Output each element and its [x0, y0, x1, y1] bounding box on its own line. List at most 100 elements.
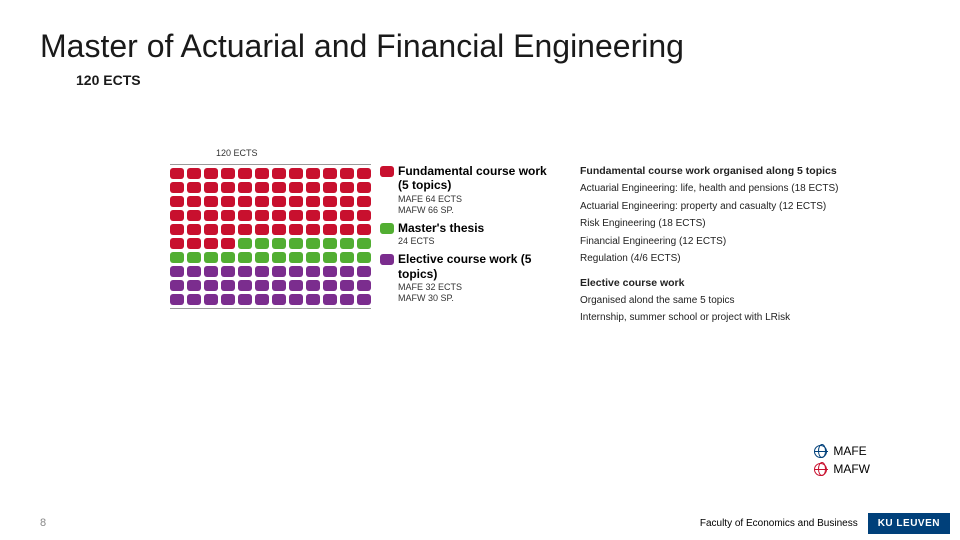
grid-cell: [187, 280, 201, 291]
grid-cell: [323, 238, 337, 249]
program-links: MAFE MAFW: [814, 444, 870, 480]
grid-cell: [357, 280, 371, 291]
grid-cell: [306, 224, 320, 235]
grid-cell: [170, 210, 184, 221]
legend-item: Master's thesis24 ECTS: [380, 221, 560, 246]
grid-row: [170, 168, 371, 179]
grid-cell: [187, 238, 201, 249]
kuleuven-badge: KU LEUVEN: [868, 513, 950, 534]
grid-row: [170, 224, 371, 235]
grid-cell: [289, 210, 303, 221]
grid-row: [170, 210, 371, 221]
grid-cell: [340, 280, 354, 291]
grid-cell: [357, 224, 371, 235]
grid-cell: [170, 252, 184, 263]
details-item: Internship, summer school or project wit…: [580, 311, 850, 325]
globe-icon: [814, 445, 827, 458]
page-title: Master of Actuarial and Financial Engine…: [40, 28, 684, 65]
ects-grid: [170, 164, 371, 309]
grid-cell: [255, 196, 269, 207]
grid-cell: [221, 168, 235, 179]
grid-cell: [204, 294, 218, 305]
grid-cell: [340, 196, 354, 207]
grid-cell: [340, 224, 354, 235]
grid-cell: [340, 266, 354, 277]
link-mafe[interactable]: MAFE: [814, 444, 870, 458]
grid-cell: [187, 196, 201, 207]
grid-cell: [272, 182, 286, 193]
footer: 8 Faculty of Economics and Business KU L…: [0, 506, 960, 540]
grid-row: [170, 238, 371, 249]
grid-cell: [255, 266, 269, 277]
grid-cell: [323, 252, 337, 263]
legend-swatch: [380, 166, 394, 177]
grid-cell: [340, 182, 354, 193]
grid-cell: [255, 224, 269, 235]
details-item: Organised alond the same 5 topics: [580, 294, 850, 308]
grid-cell: [323, 280, 337, 291]
legend-swatch: [380, 223, 394, 234]
chart-label: 120 ECTS: [216, 148, 258, 158]
grid-row: [170, 182, 371, 193]
grid-cell: [170, 294, 184, 305]
grid-cell: [221, 252, 235, 263]
legend-subtext: 24 ECTS: [398, 236, 560, 246]
grid-cell: [306, 294, 320, 305]
legend-subtext: MAFE 64 ECTS: [398, 194, 560, 204]
link-mafw[interactable]: MAFW: [814, 462, 870, 476]
link-label: MAFE: [833, 444, 866, 458]
grid-cell: [170, 280, 184, 291]
grid-cell: [272, 210, 286, 221]
grid-cell: [170, 168, 184, 179]
grid-cell: [306, 196, 320, 207]
grid-cell: [204, 196, 218, 207]
grid-cell: [238, 196, 252, 207]
grid-cell: [221, 238, 235, 249]
grid-cell: [272, 168, 286, 179]
grid-cell: [289, 182, 303, 193]
grid-cell: [255, 182, 269, 193]
grid-cell: [340, 252, 354, 263]
grid-cell: [306, 210, 320, 221]
grid-cell: [340, 168, 354, 179]
grid-cell: [323, 294, 337, 305]
grid-cell: [306, 252, 320, 263]
grid-cell: [323, 182, 337, 193]
grid-cell: [272, 280, 286, 291]
grid-cell: [238, 280, 252, 291]
grid-cell: [238, 266, 252, 277]
grid-cell: [238, 168, 252, 179]
grid-cell: [272, 224, 286, 235]
grid-cell: [187, 182, 201, 193]
grid-cell: [357, 252, 371, 263]
details-panel: Fundamental course work organised along …: [580, 164, 850, 329]
grid-row: [170, 294, 371, 305]
grid-cell: [204, 182, 218, 193]
details-item: Actuarial Engineering: property and casu…: [580, 200, 850, 214]
grid-cell: [289, 294, 303, 305]
grid-cell: [187, 266, 201, 277]
grid-cell: [272, 196, 286, 207]
grid-cell: [272, 252, 286, 263]
grid-cell: [306, 266, 320, 277]
grid-cell: [357, 168, 371, 179]
grid-cell: [204, 238, 218, 249]
grid-row: [170, 280, 371, 291]
grid-cell: [289, 196, 303, 207]
grid-cell: [289, 168, 303, 179]
globe-icon: [814, 463, 827, 476]
details-item: Regulation (4/6 ECTS): [580, 252, 850, 266]
grid-row: [170, 196, 371, 207]
grid-cell: [170, 238, 184, 249]
page-subtitle: 120 ECTS: [76, 72, 141, 88]
grid-cell: [221, 294, 235, 305]
grid-cell: [221, 266, 235, 277]
grid-cell: [306, 238, 320, 249]
grid-cell: [357, 294, 371, 305]
grid-cell: [306, 182, 320, 193]
details-section1-title: Fundamental course work organised along …: [580, 164, 850, 178]
page-number: 8: [40, 517, 46, 529]
grid-cell: [221, 210, 235, 221]
grid-cell: [221, 182, 235, 193]
grid-cell: [221, 280, 235, 291]
